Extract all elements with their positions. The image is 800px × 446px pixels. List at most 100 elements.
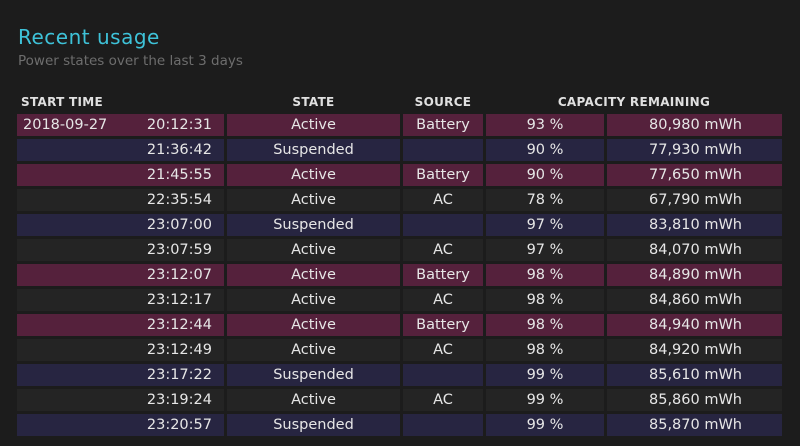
capacity-percent-cell: 90 % (486, 164, 604, 186)
source-cell (403, 364, 483, 386)
start-time: 22:35:54 (146, 192, 212, 208)
start-time-cell: 23:17:22 (17, 364, 224, 386)
state-cell: Active (227, 339, 400, 361)
capacity-mwh-cell: 84,070 mWh (607, 239, 782, 261)
capacity-percent-cell: 97 % (486, 214, 604, 236)
start-time-cell: 21:45:55 (17, 164, 224, 186)
capacity-mwh-cell: 85,860 mWh (607, 389, 782, 411)
table-row: 23:07:59 Active AC 97 % 84,070 mWh (17, 239, 782, 261)
table-row: 23:20:57 Suspended 99 % 85,870 mWh (17, 414, 782, 436)
table-header-row: START TIME STATE SOURCE CAPACITY REMAINI… (17, 93, 782, 111)
capacity-percent-cell: 98 % (486, 339, 604, 361)
column-header-start-time: START TIME (21, 95, 104, 109)
capacity-percent-cell: 98 % (486, 314, 604, 336)
start-time: 23:17:22 (146, 367, 212, 383)
capacity-percent-cell: 99 % (486, 389, 604, 411)
start-time-cell: 23:07:59 (17, 239, 224, 261)
source-cell: AC (403, 189, 483, 211)
source-cell: Battery (403, 114, 483, 136)
capacity-percent-cell: 99 % (486, 414, 604, 436)
state-cell: Suspended (227, 214, 400, 236)
section-title: Recent usage (18, 25, 160, 49)
start-time: 23:20:57 (146, 417, 212, 433)
start-time-cell: 21:36:42 (17, 139, 224, 161)
state-cell: Suspended (227, 414, 400, 436)
source-cell (403, 139, 483, 161)
start-time: 21:45:55 (146, 167, 212, 183)
source-cell: AC (403, 289, 483, 311)
state-cell: Active (227, 289, 400, 311)
state-cell: Active (227, 389, 400, 411)
table-row: 23:12:17 Active AC 98 % 84,860 mWh (17, 289, 782, 311)
table-row: 21:36:42 Suspended 90 % 77,930 mWh (17, 139, 782, 161)
start-time-cell: 23:12:49 (17, 339, 224, 361)
capacity-mwh-cell: 77,930 mWh (607, 139, 782, 161)
capacity-mwh-cell: 84,920 mWh (607, 339, 782, 361)
start-time-cell: 23:12:07 (17, 264, 224, 286)
table-row: 23:07:00 Suspended 97 % 83,810 mWh (17, 214, 782, 236)
start-time: 23:07:59 (146, 242, 212, 258)
table-row: 22:35:54 Active AC 78 % 67,790 mWh (17, 189, 782, 211)
start-time-cell: 23:20:57 (17, 414, 224, 436)
start-time-cell: 23:12:44 (17, 314, 224, 336)
capacity-percent-cell: 78 % (486, 189, 604, 211)
table-row: 23:12:44 Active Battery 98 % 84,940 mWh (17, 314, 782, 336)
state-cell: Active (227, 114, 400, 136)
recent-usage-table: START TIME STATE SOURCE CAPACITY REMAINI… (14, 90, 785, 439)
capacity-percent-cell: 93 % (486, 114, 604, 136)
start-time-cell: 2018-09-27 20:12:31 (17, 114, 224, 136)
column-header-capacity-remaining: CAPACITY REMAINING (557, 95, 711, 109)
capacity-percent-cell: 99 % (486, 364, 604, 386)
capacity-percent-cell: 98 % (486, 264, 604, 286)
state-cell: Active (227, 164, 400, 186)
table-body: 2018-09-27 20:12:31 Active Battery 93 % 80,98… (17, 114, 782, 436)
table-row: 23:12:49 Active AC 98 % 84,920 mWh (17, 339, 782, 361)
start-time-cell: 23:07:00 (17, 214, 224, 236)
capacity-mwh-cell: 67,790 mWh (607, 189, 782, 211)
table-row: 23:17:22 Suspended 99 % 85,610 mWh (17, 364, 782, 386)
start-time: 23:12:44 (146, 317, 212, 333)
capacity-percent-cell: 97 % (486, 239, 604, 261)
start-time: 20:12:31 (146, 117, 212, 133)
capacity-mwh-cell: 85,870 mWh (607, 414, 782, 436)
capacity-mwh-cell: 80,980 mWh (607, 114, 782, 136)
source-cell: Battery (403, 164, 483, 186)
capacity-mwh-cell: 84,940 mWh (607, 314, 782, 336)
source-cell: Battery (403, 314, 483, 336)
state-cell: Active (227, 264, 400, 286)
state-cell: Active (227, 189, 400, 211)
capacity-mwh-cell: 85,610 mWh (607, 364, 782, 386)
start-time: 23:07:00 (146, 217, 212, 233)
state-cell: Active (227, 239, 400, 261)
capacity-percent-cell: 98 % (486, 289, 604, 311)
start-time-cell: 22:35:54 (17, 189, 224, 211)
column-header-state: STATE (292, 95, 335, 109)
table-row: 23:19:24 Active AC 99 % 85,860 mWh (17, 389, 782, 411)
capacity-mwh-cell: 84,890 mWh (607, 264, 782, 286)
start-date: 2018-09-27 (23, 117, 108, 133)
state-cell: Suspended (227, 364, 400, 386)
start-time: 23:12:17 (146, 292, 212, 308)
table-row: 2018-09-27 20:12:31 Active Battery 93 % 80,98… (17, 114, 782, 136)
start-time: 21:36:42 (146, 142, 212, 158)
capacity-percent-cell: 90 % (486, 139, 604, 161)
state-cell: Active (227, 314, 400, 336)
state-cell: Suspended (227, 139, 400, 161)
source-cell: AC (403, 389, 483, 411)
source-cell (403, 214, 483, 236)
capacity-mwh-cell: 77,650 mWh (607, 164, 782, 186)
start-time: 23:12:07 (146, 267, 212, 283)
start-time: 23:12:49 (146, 342, 212, 358)
source-cell: AC (403, 339, 483, 361)
start-time: 23:19:24 (146, 392, 212, 408)
table-row: 21:45:55 Active Battery 90 % 77,650 mWh (17, 164, 782, 186)
source-cell: AC (403, 239, 483, 261)
capacity-mwh-cell: 84,860 mWh (607, 289, 782, 311)
start-time-cell: 23:19:24 (17, 389, 224, 411)
source-cell: Battery (403, 264, 483, 286)
source-cell (403, 414, 483, 436)
capacity-mwh-cell: 83,810 mWh (607, 214, 782, 236)
table-row: 23:12:07 Active Battery 98 % 84,890 mWh (17, 264, 782, 286)
start-time-cell: 23:12:17 (17, 289, 224, 311)
